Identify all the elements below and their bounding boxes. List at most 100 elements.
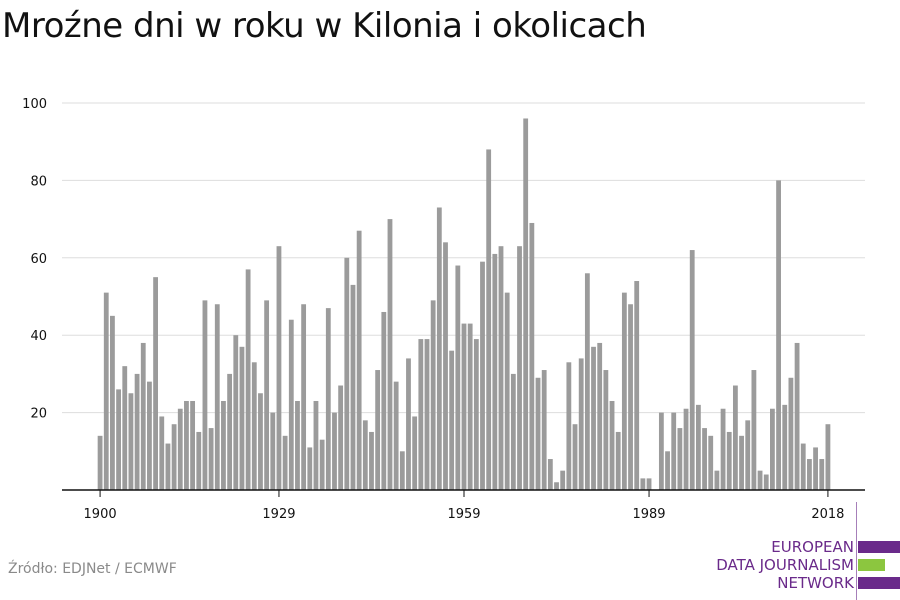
bar-1939 [338, 385, 344, 490]
bar-2009 [770, 408, 775, 490]
bar-1906 [134, 373, 140, 490]
logo-line-3: NETWORK [777, 574, 854, 592]
bar-1953 [424, 339, 430, 490]
bar-1960 [467, 323, 473, 490]
bar-1900 [97, 435, 103, 490]
x-tick-label: 2018 [811, 507, 844, 522]
bar-1995 [683, 408, 689, 490]
logo-text: EUROPEAN DATA JOURNALISM NETWORK [716, 538, 854, 592]
bar-1993 [671, 412, 677, 490]
bar-1911 [165, 443, 171, 490]
bar-1945 [375, 370, 381, 490]
bar-1952 [418, 339, 424, 490]
bar-2010 [776, 180, 781, 490]
bar-1902 [110, 315, 115, 490]
bar-1946 [381, 311, 387, 490]
y-tick-label: 20 [30, 407, 47, 422]
bar-1934 [307, 447, 313, 490]
bar-1944 [369, 431, 374, 490]
edjnet-logo: EUROPEAN DATA JOURNALISM NETWORK [700, 502, 900, 600]
y-tick-label: 60 [30, 252, 47, 267]
bar-1912 [171, 424, 177, 490]
bar-2005 [745, 420, 751, 490]
bar-1909 [153, 277, 158, 490]
bar-1974 [554, 482, 559, 490]
x-tick-label: 1929 [262, 507, 295, 522]
bar-2001 [720, 408, 726, 490]
bar-1928 [270, 412, 276, 490]
bar-2008 [763, 474, 769, 490]
x-axis-ticks: 1900 1929 1959 1989 2018 [84, 490, 844, 522]
bar-1984 [615, 431, 621, 490]
bar-1937 [325, 308, 331, 490]
bar-1973 [547, 459, 553, 490]
bar-1949 [399, 451, 405, 490]
bar-1963 [486, 149, 492, 490]
bar-1965 [498, 246, 504, 490]
bar-2003 [732, 385, 738, 490]
bar-1930 [282, 435, 288, 490]
bar-1956 [443, 242, 448, 490]
bar-1970 [529, 222, 535, 490]
bar-1943 [362, 420, 368, 490]
bar-1938 [332, 412, 337, 490]
source-note: Źródło: EDJNet / ECMWF [8, 561, 177, 577]
bar-1921 [227, 373, 233, 490]
logo-line-1: EUROPEAN [771, 538, 854, 556]
bar-1976 [566, 362, 572, 490]
y-axis-ticks: 20 40 60 80 100 [22, 97, 47, 422]
bar-2011 [782, 404, 788, 490]
y-tick-label: 100 [22, 97, 47, 112]
bar-1998 [702, 428, 707, 490]
bar-1929 [276, 246, 282, 490]
bar-2000 [714, 470, 720, 490]
bar-1986 [628, 304, 633, 490]
x-tick-label: 1989 [632, 507, 665, 522]
x-tick-label: 1959 [447, 507, 480, 522]
bar-2014 [800, 443, 806, 490]
bar-2004 [739, 435, 744, 490]
bar-1915 [190, 400, 196, 490]
y-tick-label: 40 [30, 329, 47, 344]
bar-1920 [221, 400, 226, 490]
bar-2018 [825, 424, 831, 490]
bar-1987 [634, 281, 640, 490]
bar-1992 [665, 451, 670, 490]
bar-1924 [245, 269, 251, 490]
bar-1951 [412, 416, 418, 490]
bar-1975 [560, 470, 566, 490]
bar-1905 [128, 393, 134, 490]
bar-1925 [251, 362, 257, 490]
bars [97, 118, 831, 491]
bar-1940 [344, 257, 350, 490]
bar-1961 [473, 339, 479, 490]
bar-1971 [535, 377, 541, 490]
bar-2013 [794, 342, 800, 490]
bar-2007 [757, 470, 763, 490]
bar-1972 [541, 370, 547, 490]
bar-2006 [751, 370, 757, 490]
bar-1919 [214, 304, 220, 490]
bar-1950 [406, 358, 411, 490]
bar-1981 [597, 342, 603, 490]
bar-2015 [807, 459, 812, 490]
bar-1959 [461, 323, 467, 490]
bar-2002 [726, 431, 732, 490]
bar-2017 [819, 459, 825, 490]
bar-1901 [103, 292, 109, 490]
bar-1985 [621, 292, 627, 490]
bar-1977 [572, 424, 578, 490]
logo-divider [856, 502, 857, 600]
chart-title: Mroźne dni w roku w Kilonia i okolicach [2, 6, 647, 46]
logo-bar-purple-bottom [858, 577, 900, 589]
bar-1955 [436, 207, 442, 491]
x-tick-label: 1900 [84, 507, 117, 522]
bar-1988 [640, 478, 646, 490]
bar-1916 [196, 431, 202, 490]
logo-bar-purple-top [858, 541, 900, 553]
bar-1907 [140, 342, 146, 490]
bar-1927 [264, 300, 270, 490]
bar-1968 [517, 246, 522, 490]
bar-1923 [239, 346, 245, 490]
